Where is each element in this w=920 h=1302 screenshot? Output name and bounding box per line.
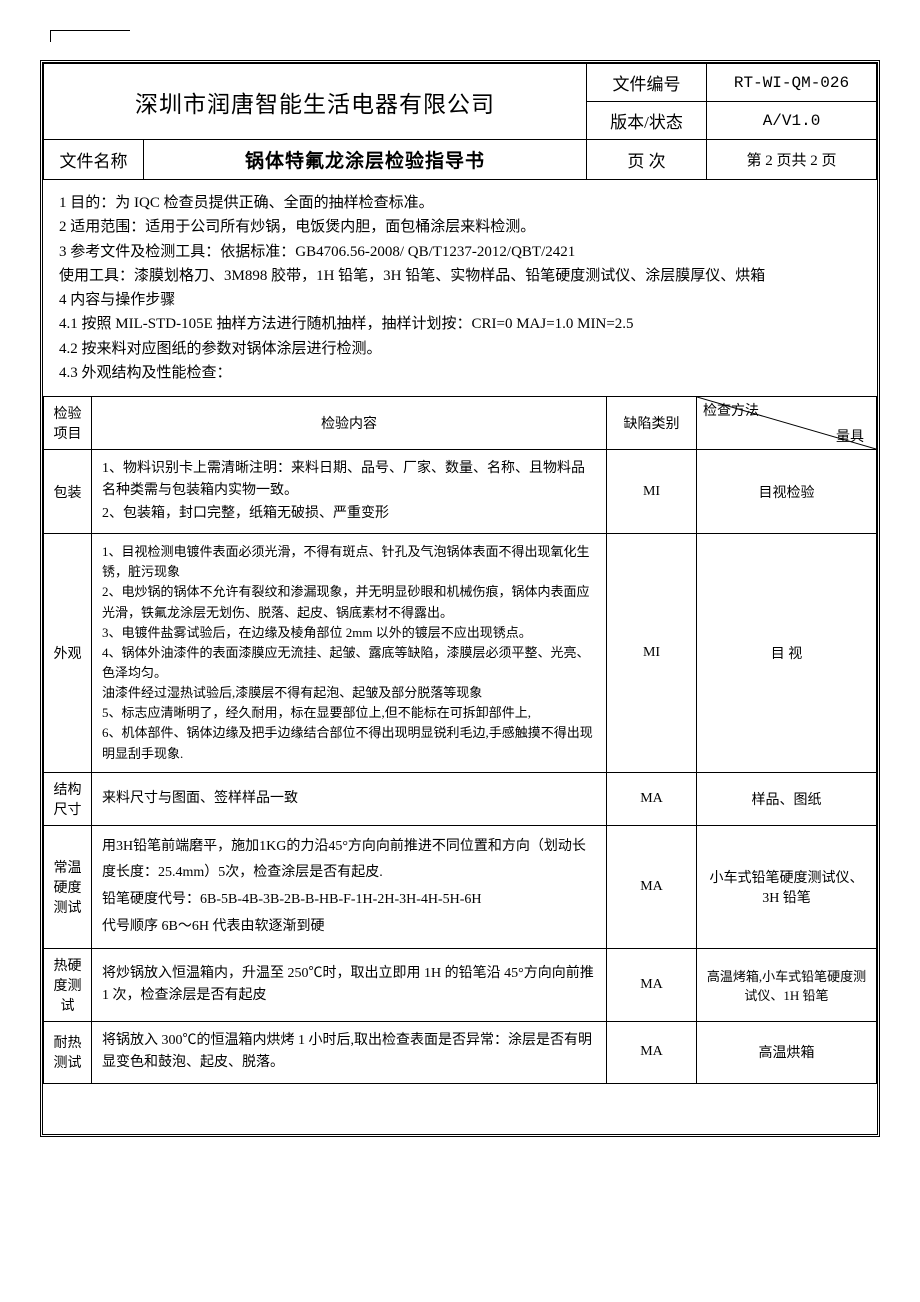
table-row: 结构尺寸 来料尺寸与图面、签样样品一致 MA 样品、图纸 [44,772,877,825]
row-defect: MI [607,534,697,773]
file-name: 锅体特氟龙涂层检验指导书 [144,140,587,180]
th-defect: 缺陷类别 [607,397,697,450]
table-row: 外观 1、目视检测电镀件表面必须光滑，不得有斑点、针孔及气泡锅体表面不得出现氧化… [44,534,877,773]
table-row: 包装 1、物料识别卡上需清晰注明：来料日期、品号、厂家、数量、名称、且物料品名种… [44,450,877,534]
row-method: 样品、图纸 [697,772,877,825]
intro-line: 3 参考文件及检测工具：依据标准：GB4706.56-2008/ QB/T123… [59,241,861,264]
bottom-padding [43,1084,877,1134]
row-defect: MI [607,450,697,534]
row-method: 目 视 [697,534,877,773]
th-method-top: 检查方法 [703,400,759,420]
page-value: 第 2 页共 2 页 [707,140,877,180]
row-content: 用3H铅笔前端磨平，施加1KG的力沿45°方向向前推进不同位置和方向（划动长度长… [92,825,607,948]
intro-line: 1 目的：为 IQC 检查员提供正确、全面的抽样检查标准。 [59,192,861,215]
row-item: 包装 [44,450,92,534]
row-item: 热硬度测试 [44,949,92,1022]
header-table: 深圳市润唐智能生活电器有限公司 文件编号 RT-WI-QM-026 版本/状态 … [43,63,877,180]
th-method-bot: 量具 [836,426,864,446]
row-item: 结构尺寸 [44,772,92,825]
document-frame: 深圳市润唐智能生活电器有限公司 文件编号 RT-WI-QM-026 版本/状态 … [40,60,880,1137]
intro-line: 4.1 按照 MIL-STD-105E 抽样方法进行随机抽样，抽样计划按：CRI… [59,313,861,336]
row-item: 常温硬度测试 [44,825,92,948]
row-method: 高温烤箱,小车式铅笔硬度测试仪、1H 铅笔 [697,949,877,1022]
intro-line: 4.2 按来料对应图纸的参数对锅体涂层进行检测。 [59,338,861,361]
intro-line: 4 内容与操作步骤 [59,289,861,312]
row-defect: MA [607,949,697,1022]
th-content: 检验内容 [92,397,607,450]
version-value: A/V1.0 [707,102,877,140]
row-defect: MA [607,772,697,825]
company-name: 深圳市润唐智能生活电器有限公司 [44,64,587,140]
intro-line: 使用工具：漆膜划格刀、3M898 胶带，1H 铅笔，3H 铅笔、实物样品、铅笔硬… [59,265,861,288]
row-item: 外观 [44,534,92,773]
table-row: 耐热测试 将锅放入 300℃的恒温箱内烘烤 1 小时后,取出检查表面是否异常：涂… [44,1022,877,1084]
row-content: 1、目视检测电镀件表面必须光滑，不得有斑点、针孔及气泡锅体表面不得出现氧化生锈，… [92,534,607,773]
doc-no-value: RT-WI-QM-026 [707,64,877,102]
row-method: 高温烘箱 [697,1022,877,1084]
table-row: 常温硬度测试 用3H铅笔前端磨平，施加1KG的力沿45°方向向前推进不同位置和方… [44,825,877,948]
row-item: 耐热测试 [44,1022,92,1084]
inspection-table: 检验项目 检验内容 缺陷类别 检查方法 量具 包装 1、物料识别卡上需清晰注明：… [43,396,877,1084]
row-content: 将锅放入 300℃的恒温箱内烘烤 1 小时后,取出检查表面是否异常：涂层是否有明… [92,1022,607,1084]
intro-line: 2 适用范围：适用于公司所有炒锅，电饭煲内胆，面包桶涂层来料检测。 [59,216,861,239]
page-corner-mark [50,30,130,42]
row-content: 1、物料识别卡上需清晰注明：来料日期、品号、厂家、数量、名称、且物料品名种类需与… [92,450,607,534]
th-method: 检查方法 量具 [697,397,877,450]
row-content: 来料尺寸与图面、签样样品一致 [92,772,607,825]
intro-section: 1 目的：为 IQC 检查员提供正确、全面的抽样检查标准。 2 适用范围：适用于… [43,180,877,396]
doc-no-label: 文件编号 [587,64,707,102]
page-label: 页 次 [587,140,707,180]
intro-line: 4.3 外观结构及性能检查： [59,362,861,385]
row-method: 小车式铅笔硬度测试仪、3H 铅笔 [697,825,877,948]
row-defect: MA [607,825,697,948]
file-label: 文件名称 [44,140,144,180]
row-defect: MA [607,1022,697,1084]
th-item: 检验项目 [44,397,92,450]
row-method: 目视检验 [697,450,877,534]
version-label: 版本/状态 [587,102,707,140]
table-row: 热硬度测试 将炒锅放入恒温箱内，升温至 250℃时，取出立即用 1H 的铅笔沿 … [44,949,877,1022]
row-content: 将炒锅放入恒温箱内，升温至 250℃时，取出立即用 1H 的铅笔沿 45°方向向… [92,949,607,1022]
